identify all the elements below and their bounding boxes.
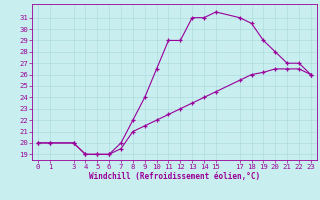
X-axis label: Windchill (Refroidissement éolien,°C): Windchill (Refroidissement éolien,°C): [89, 172, 260, 181]
